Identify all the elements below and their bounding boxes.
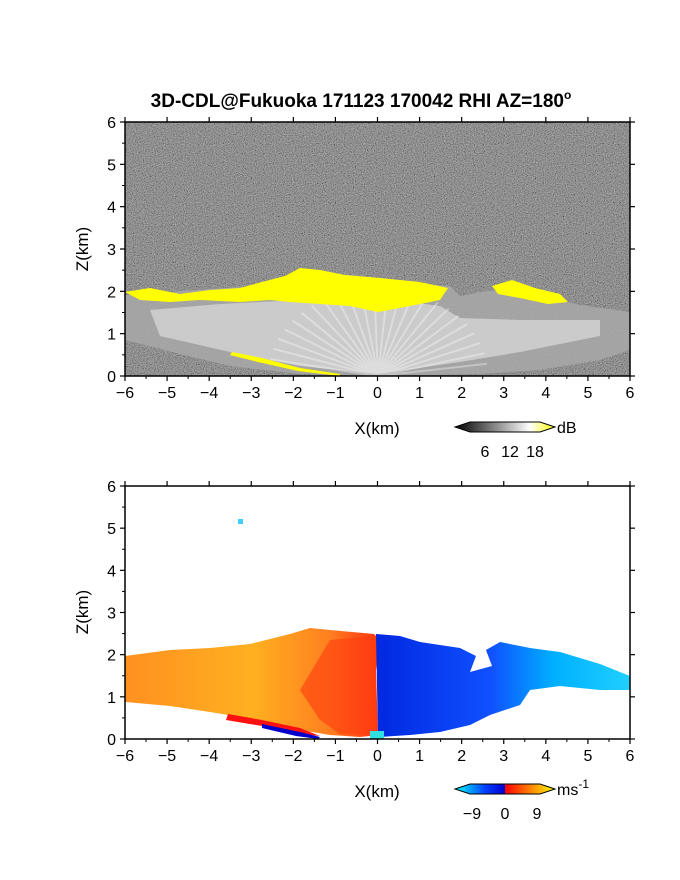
x-tick-label: 6 (626, 385, 635, 402)
beam-ray (269, 358, 379, 376)
x-ticks-top: −6 −5 −4 −3 −2 −1 0 1 2 3 4 5 6 (116, 117, 635, 402)
colorbar-velocity-unit: ms-1 (557, 777, 589, 799)
x-tick-label: −6 (116, 748, 134, 765)
x-tick-label: 3 (499, 748, 508, 765)
x-tick-label: 5 (583, 385, 592, 402)
colorbar-tick-label: 0 (501, 806, 510, 823)
beam-ray (377, 292, 415, 376)
beam-ray (377, 296, 428, 376)
beam-ray (284, 328, 379, 376)
x-tick-label: 0 (373, 748, 382, 765)
y-tick-label: 4 (107, 563, 116, 580)
chart-title: 3D-CDL@Fukuoka 171123 170042 RHI AZ=180o (151, 88, 572, 112)
y-tick-label: 1 (107, 690, 116, 707)
beam-ray (377, 323, 468, 376)
colorbar-db-bar (453, 421, 557, 433)
y-tick-label: 3 (107, 242, 116, 259)
x-tick-label: 2 (457, 748, 466, 765)
x-ticks-bottom: −6 −5 −4 −3 −2 −1 0 1 2 3 4 5 6 (116, 481, 635, 765)
x-tick-label: 0 (373, 385, 382, 402)
x-tick-label: −5 (158, 385, 176, 402)
x-tick-label: 4 (541, 748, 550, 765)
snr-cloud-yellow (125, 268, 448, 312)
colorbar-tick-label: 6 (481, 444, 490, 461)
x-tick-label: −3 (242, 748, 260, 765)
beam-ray (377, 301, 439, 376)
velocity-positive (376, 634, 630, 737)
x-tick-label: 4 (541, 385, 550, 402)
x-axis-label-bottom: X(km) (354, 782, 399, 801)
x-tick-label: −5 (158, 748, 176, 765)
beam-rays (269, 288, 488, 376)
y-axis-label-top: Z(km) (73, 227, 92, 271)
y-axis-label-bottom: Z(km) (73, 590, 92, 634)
snr-cloud-yellow-right (492, 280, 568, 304)
beam-ray (377, 332, 475, 376)
beam-ray (334, 294, 379, 376)
beam-ray (291, 319, 379, 376)
snr-panel (125, 122, 630, 376)
x-tick-label: −6 (116, 385, 134, 402)
x-tick-label: −2 (284, 748, 302, 765)
x-tick-label: −4 (200, 748, 218, 765)
colorbar-velocity-bar (453, 783, 557, 795)
y-tick-label: 0 (107, 369, 116, 386)
y-tick-label: 4 (107, 200, 116, 217)
x-tick-label: 1 (415, 385, 424, 402)
beam-ray (377, 362, 488, 376)
velocity-red-core (300, 636, 376, 735)
snr-yellow-streak (230, 352, 340, 376)
velocity-negative-streak (226, 714, 320, 736)
x-tick-label: 3 (499, 385, 508, 402)
y-ticks-top: 0 1 2 3 4 5 6 (107, 115, 635, 386)
x-tick-label: 6 (626, 748, 635, 765)
y-tick-label: 3 (107, 606, 116, 623)
colorbar-velocity: ms-1 −9 0 9 (453, 777, 589, 823)
beam-ray (377, 315, 460, 376)
x-tick-label: 5 (583, 748, 592, 765)
colorbar-db: dB 6 12 18 (453, 420, 577, 461)
x-tick-label: 2 (457, 385, 466, 402)
y-tick-label: 6 (107, 115, 116, 132)
colorbar-db-ticks: 6 12 18 (481, 444, 544, 461)
y-tick-label: 6 (107, 479, 116, 496)
velocity-panel (125, 519, 630, 739)
velocity-positive-streak (262, 724, 320, 739)
x-tick-label: −1 (326, 748, 344, 765)
velocity-outlier (238, 519, 243, 524)
colorbar-db-unit: dB (557, 420, 577, 437)
x-tick-label: −2 (284, 385, 302, 402)
beam-ray (377, 342, 481, 376)
beam-ray (311, 305, 379, 376)
colorbar-tick-label: 12 (501, 444, 519, 461)
y-tick-label: 5 (107, 157, 116, 174)
beam-ray (273, 347, 379, 376)
colorbar-velocity-ticks: −9 0 9 (463, 806, 542, 823)
beam-ray (377, 352, 485, 376)
y-tick-label: 2 (107, 648, 116, 665)
beam-ray (300, 311, 379, 376)
snr-cloud-core (150, 298, 600, 374)
y-tick-label: 0 (107, 732, 116, 749)
x-tick-label: −4 (200, 385, 218, 402)
x-tick-label: −1 (326, 385, 344, 402)
velocity-origin-blob (370, 731, 384, 739)
y-ticks-bottom: 0 1 2 3 4 5 6 (107, 479, 635, 749)
beam-ray (322, 299, 379, 376)
colorbar-tick-label: −9 (463, 806, 481, 823)
colorbar-tick-label: 18 (526, 444, 544, 461)
y-tick-label: 2 (107, 284, 116, 301)
x-tick-label: 1 (415, 748, 424, 765)
beam-ray (277, 337, 379, 376)
y-tick-label: 5 (107, 521, 116, 538)
y-tick-label: 1 (107, 327, 116, 344)
x-tick-label: −3 (242, 385, 260, 402)
colorbar-tick-label: 9 (533, 806, 542, 823)
x-axis-label-top: X(km) (354, 419, 399, 438)
beam-ray (377, 307, 450, 376)
